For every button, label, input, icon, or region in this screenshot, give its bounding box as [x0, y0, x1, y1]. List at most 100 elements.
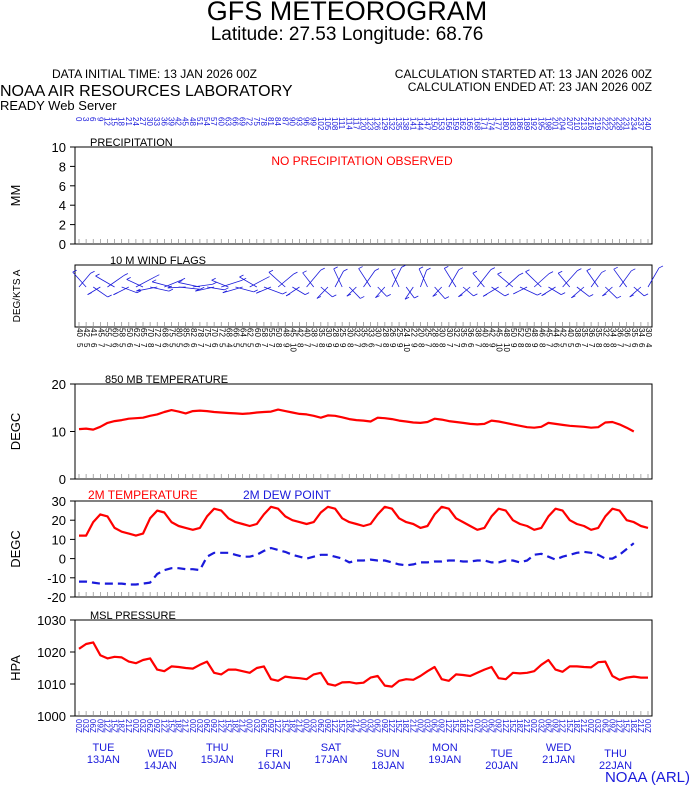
hour-of-day-label: 06Z [430, 719, 439, 733]
wind-direction-label: 68 [224, 328, 233, 337]
wind-barb-flag [401, 264, 406, 268]
wind-direction-label: 46 [537, 328, 546, 337]
forecast-hour-label: 195 [536, 117, 545, 131]
hour-of-day-label: 15Z [223, 719, 232, 733]
wind-barb-flag [256, 290, 261, 294]
wind-barb-flag [643, 293, 649, 297]
wind-direction-label: 40 [75, 328, 84, 337]
forecast-hour-label: 93 [294, 117, 303, 126]
y-tick-label: 0 [59, 552, 66, 567]
wind-speed-label: 9 [395, 343, 404, 348]
hour-of-day-label: 00Z [188, 719, 197, 733]
forecast-hour-label: 201 [551, 117, 560, 131]
forecast-hour-label: 81 [266, 117, 275, 126]
wind-barb [302, 272, 315, 288]
y-tick-label: -20 [47, 590, 66, 605]
hour-of-day-label: 12Z [273, 719, 282, 733]
wind-direction-label: 35 [594, 328, 603, 337]
wind-direction-label: 66 [231, 328, 240, 337]
y-tick-label: 10 [52, 532, 66, 547]
wind-speed-label: 6 [253, 343, 262, 348]
y-tick-label: 4 [59, 198, 66, 213]
wind-direction-label: 60 [111, 328, 120, 337]
wind-barb-flag [343, 268, 348, 272]
wind-direction-label: 36 [616, 328, 625, 337]
wind-speed-label: 5 [175, 343, 184, 348]
wind-barb [571, 286, 585, 299]
hour-of-day-label: 12Z [387, 719, 396, 733]
hour-of-day-label: 18Z [117, 719, 126, 733]
wind-speed-label: 5 [239, 343, 248, 348]
forecast-hour-label: 126 [373, 117, 382, 131]
wind-direction-label: 25 [338, 328, 347, 337]
wind-barb [211, 279, 229, 288]
wind-barb-flag [629, 294, 634, 298]
wind-barb [92, 286, 108, 298]
wind-speed-label: 6 [125, 343, 134, 348]
panel-title: 10 M WIND FLAGS [110, 255, 206, 267]
hour-of-day-label: 15Z [565, 719, 574, 733]
wind-speed-label: 7 [132, 343, 141, 348]
panel-title: PRECIPITATION [90, 137, 173, 149]
wind-barb-flag [375, 295, 380, 298]
forecast-hour-label: 15 [110, 117, 119, 126]
wind-barb [602, 286, 613, 297]
wind-barb [418, 268, 428, 288]
hour-of-day-label: 09Z [494, 719, 503, 733]
temp-2m-line [79, 505, 649, 537]
wind-barb-flag [72, 269, 77, 273]
forecast-hour-label: 210 [572, 117, 581, 131]
wind-speed-label: 8 [345, 343, 354, 348]
wind-barb [443, 268, 457, 288]
wind-speed-label: 6 [360, 343, 369, 348]
wind-direction-label: 25 [424, 328, 433, 337]
wind-speed-label: 7 [352, 343, 361, 348]
wind-direction-label: 38 [573, 328, 582, 337]
wind-barb-flag [346, 293, 352, 297]
hour-of-day-label: 06Z [145, 719, 154, 733]
wind-barb [605, 286, 618, 299]
wind-barb [136, 286, 158, 292]
wind-barb-flag [136, 290, 142, 294]
forecast-hour-label: 72 [245, 117, 254, 126]
y-tick-label: -10 [47, 571, 66, 586]
wind-barb [462, 286, 474, 297]
forecast-hour-label: 105 [323, 117, 332, 131]
wind-barb [126, 279, 144, 288]
wind-speed-label: 6 [182, 343, 191, 348]
forecast-hour-label: 144 [415, 117, 424, 131]
wind-direction-label: 30 [644, 328, 653, 337]
wind-barb [235, 286, 254, 293]
wind-barb [377, 286, 388, 297]
hour-of-day-label: 12Z [330, 719, 339, 733]
wind-barb-flag [123, 273, 129, 276]
wind-speed-label: 6 [89, 343, 98, 348]
wind-barb [590, 272, 603, 288]
forecast-hour-label: 63 [223, 117, 232, 126]
hour-of-day-label: 03Z [138, 719, 147, 733]
hour-of-day-label: 06Z [259, 719, 268, 733]
wind-speed-label: 5 [246, 343, 255, 348]
hour-of-day-label: 12Z [216, 719, 225, 733]
wind-speed-label: 8 [608, 343, 617, 348]
wind-barb-flag [490, 267, 496, 271]
forecast-hour-label: 174 [487, 117, 496, 131]
wind-barb [491, 286, 506, 297]
wind-direction-label: 72 [153, 328, 162, 337]
hour-of-day-label: 21Z [351, 719, 360, 733]
hour-of-day-label: 09Z [209, 719, 218, 733]
hour-of-day-label: 09Z [437, 719, 446, 733]
wind-direction-label: 32 [452, 328, 461, 337]
wind-barb-flag [107, 294, 112, 298]
date-label: 21JAN [542, 754, 575, 766]
wind-barb [633, 286, 645, 297]
wind-barb [78, 272, 91, 288]
wind-direction-label: 72 [217, 328, 226, 337]
forecast-hour-label: 114 [344, 117, 353, 130]
wind-barb [619, 270, 632, 288]
hour-of-day-label: 06Z [316, 719, 325, 733]
wind-barb [391, 267, 402, 288]
forecast-hour-label: 27 [138, 117, 147, 126]
forecast-hour-label: 159 [451, 117, 460, 131]
